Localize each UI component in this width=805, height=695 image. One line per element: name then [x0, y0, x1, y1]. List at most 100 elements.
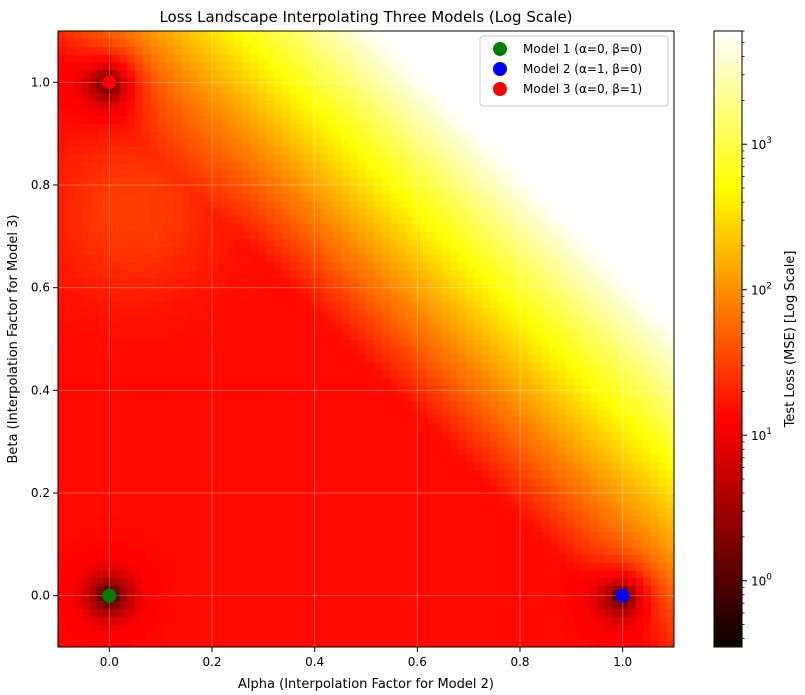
heatmap-cell [196, 254, 205, 263]
heatmap-cell [212, 623, 221, 633]
heatmap-cell [350, 570, 359, 579]
heatmap-cell [150, 508, 159, 517]
heatmap-cell [265, 431, 275, 440]
heatmap-cell [58, 423, 67, 432]
heatmap-cell [527, 423, 536, 432]
heatmap-cell [96, 61, 105, 71]
heatmap-cell [396, 400, 406, 409]
heatmap-cell [304, 315, 313, 325]
heatmap-cell [373, 262, 382, 271]
heatmap-cell [481, 600, 490, 610]
heatmap-cell [265, 108, 275, 117]
heatmap-cell [181, 593, 190, 602]
heatmap-cell [111, 377, 121, 386]
heatmap-cell [212, 100, 221, 109]
heatmap-cell [527, 585, 536, 594]
heatmap-cell [358, 431, 367, 440]
heatmap-cell [504, 138, 513, 148]
heatmap-cell [366, 108, 375, 117]
heatmap-cell [319, 339, 329, 348]
heatmap-cell [219, 277, 228, 286]
heatmap-cell [496, 323, 506, 332]
heatmap-cell [142, 246, 151, 255]
heatmap-cell [481, 546, 490, 556]
heatmap-cell [104, 554, 113, 563]
heatmap-cell [481, 308, 490, 317]
heatmap-cell [235, 177, 244, 186]
heatmap-cell [273, 493, 282, 502]
heatmap-cell [104, 369, 113, 379]
heatmap-cell [520, 577, 529, 586]
heatmap-cell [481, 477, 490, 486]
heatmap-cell [350, 554, 359, 563]
heatmap-cell [65, 262, 74, 271]
heatmap-cell [250, 192, 259, 201]
heatmap-cell [65, 77, 74, 86]
heatmap-cell [396, 377, 406, 386]
heatmap-cell [212, 377, 221, 386]
heatmap-cell [312, 292, 321, 302]
heatmap-cell [150, 292, 159, 302]
heatmap-cell [73, 562, 82, 571]
heatmap-cell [427, 146, 436, 155]
heatmap-cell [219, 200, 228, 209]
heatmap-cell [81, 61, 90, 71]
heatmap-cell [535, 631, 544, 640]
heatmap-cell [173, 108, 182, 117]
heatmap-cell [158, 300, 167, 309]
heatmap-cell [281, 46, 290, 55]
heatmap-cell [111, 546, 121, 556]
heatmap-cell [481, 485, 490, 494]
heatmap-cell [327, 546, 336, 556]
heatmap-cell [135, 408, 144, 417]
heatmap-cell [73, 523, 82, 533]
heatmap-cell [535, 362, 544, 371]
heatmap-cell [350, 446, 359, 456]
heatmap-cell [281, 277, 290, 286]
heatmap-cell [281, 192, 290, 201]
heatmap-cell [366, 469, 375, 479]
heatmap-cell [127, 431, 136, 440]
heatmap-cell [358, 285, 367, 294]
heatmap-cell [104, 539, 113, 548]
heatmap-cell [342, 377, 352, 386]
heatmap-cell [327, 154, 336, 163]
heatmap-cell [265, 323, 275, 332]
heatmap-cell [304, 92, 313, 101]
heatmap-cell [373, 616, 382, 625]
heatmap-cell [381, 200, 390, 209]
heatmap-cell [142, 131, 151, 140]
heatmap-cell [396, 123, 406, 132]
heatmap-cell [412, 400, 421, 409]
heatmap-cell [443, 100, 452, 109]
heatmap-cell [504, 308, 513, 317]
heatmap-cell [412, 238, 421, 248]
heatmap-cell [173, 315, 182, 325]
heatmap-cell [466, 385, 475, 394]
heatmap-cell [173, 423, 182, 432]
heatmap-cell [381, 231, 390, 240]
heatmap-cell [242, 577, 252, 586]
heatmap-cell [181, 508, 190, 517]
heatmap-cell [443, 392, 452, 402]
heatmap-cell [96, 562, 105, 571]
heatmap-cell [512, 269, 521, 278]
heatmap-cell [119, 600, 128, 610]
heatmap-cell [520, 131, 529, 140]
heatmap-cell [481, 431, 490, 440]
heatmap-cell [527, 123, 536, 132]
heatmap-cell [381, 262, 390, 271]
heatmap-cell [304, 108, 313, 117]
heatmap-cell [512, 616, 521, 625]
heatmap-cell [458, 208, 467, 217]
heatmap-cell [227, 639, 236, 647]
heatmap-cell [127, 161, 136, 171]
heatmap-cell [489, 331, 498, 340]
heatmap-cell [265, 493, 275, 502]
heatmap-cell [304, 616, 313, 625]
heatmap-cell [127, 346, 136, 355]
heatmap-cell [396, 238, 406, 248]
heatmap-cell [173, 570, 182, 579]
heatmap-cell [319, 570, 329, 579]
heatmap-cell [119, 508, 128, 517]
